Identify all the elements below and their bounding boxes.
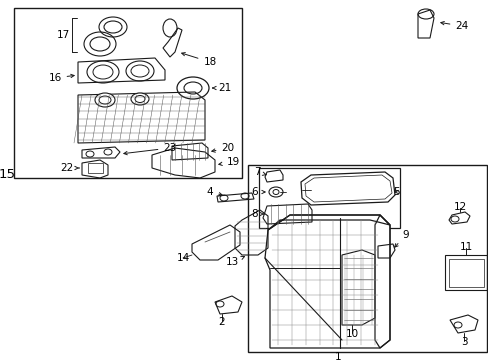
Bar [14, 8, 242, 178]
Ellipse shape [95, 93, 115, 107]
Text: 4: 4 [206, 187, 222, 197]
Text: 2: 2 [218, 317, 225, 327]
Text: 21: 21 [212, 83, 231, 93]
Text: 16: 16 [48, 73, 74, 83]
Text: 12: 12 [452, 202, 466, 212]
Text: 20: 20 [211, 143, 234, 153]
Text: 6: 6 [251, 187, 264, 197]
Text: 9: 9 [394, 230, 408, 247]
Text: 8: 8 [251, 209, 264, 219]
Text: 14: 14 [176, 253, 189, 263]
Text: 10: 10 [345, 329, 358, 339]
Text: 1: 1 [334, 352, 341, 360]
Text: 7: 7 [253, 167, 265, 177]
Bar [448, 259, 483, 287]
Text: 19: 19 [218, 157, 239, 167]
Text: 13: 13 [225, 256, 244, 267]
Text: 23: 23 [123, 143, 176, 155]
Text: 5: 5 [392, 187, 399, 197]
Text: 18: 18 [182, 53, 216, 67]
Bar [88, 163, 103, 173]
Bar [259, 168, 399, 228]
Bar [247, 165, 486, 352]
Text: 11: 11 [458, 242, 472, 252]
Ellipse shape [131, 93, 149, 105]
Bar [444, 255, 486, 290]
Polygon shape [264, 215, 389, 348]
Text: 3: 3 [460, 337, 467, 347]
Text: 15: 15 [0, 168, 16, 181]
Text: 17: 17 [56, 30, 69, 40]
Text: 24: 24 [440, 21, 468, 31]
Text: 22: 22 [60, 163, 79, 173]
